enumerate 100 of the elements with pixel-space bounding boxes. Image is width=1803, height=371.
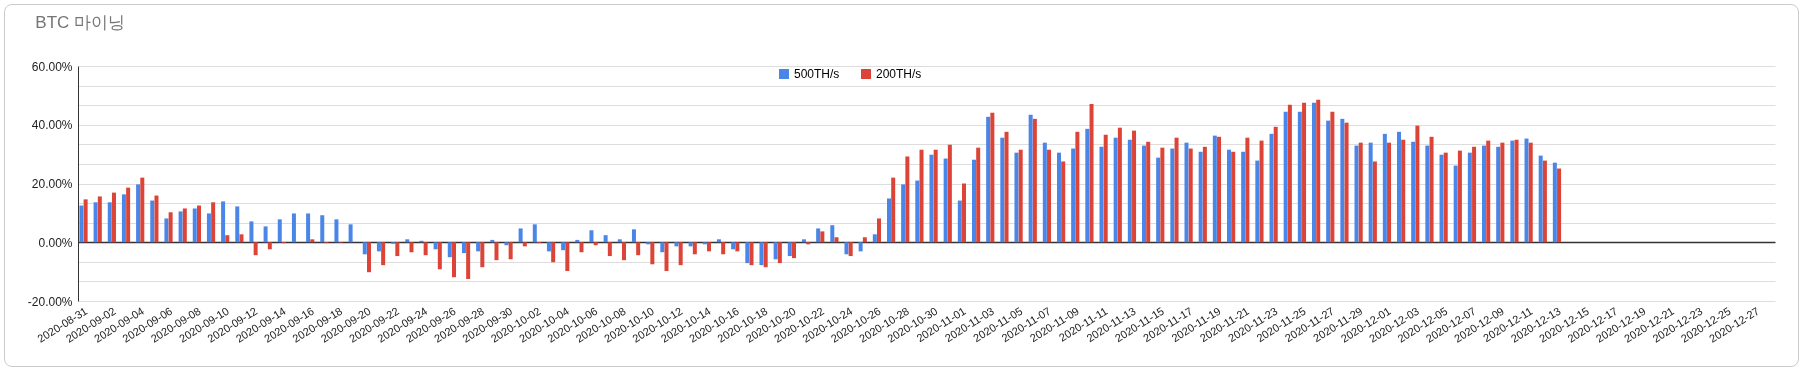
bar [735, 242, 740, 252]
bar [1156, 157, 1161, 243]
bar [773, 242, 778, 260]
bar [466, 242, 471, 279]
bar [1287, 104, 1292, 243]
bar [593, 242, 598, 246]
bar [1245, 137, 1250, 243]
bar [437, 242, 442, 270]
bar [1032, 118, 1037, 243]
bar [820, 231, 825, 243]
bar [636, 242, 641, 256]
bar [919, 149, 924, 243]
bar [777, 242, 782, 264]
bar [872, 234, 877, 243]
bar [1340, 118, 1345, 243]
bar [1330, 111, 1335, 243]
bar [650, 242, 655, 265]
bar [1018, 149, 1023, 243]
bar [834, 237, 839, 243]
bar [749, 242, 754, 266]
bar [731, 242, 736, 250]
chart-title: BTC 마이닝 [35, 13, 126, 32]
bar [1117, 127, 1122, 243]
bar [1061, 161, 1066, 243]
bar [1047, 149, 1052, 243]
bar [1316, 99, 1321, 243]
bar [759, 242, 764, 266]
bar [97, 196, 102, 243]
bar [1269, 133, 1274, 243]
bar [1132, 130, 1137, 243]
bar [1401, 139, 1406, 243]
bar [721, 242, 726, 255]
bar [905, 156, 910, 243]
bar [1326, 120, 1331, 243]
bar [182, 208, 187, 243]
bar [451, 242, 456, 278]
bar [310, 239, 315, 243]
bar [1028, 114, 1033, 243]
bar [806, 242, 811, 245]
legend-label: 200TH/s [876, 67, 922, 81]
y-tick-label: 60.00% [31, 59, 73, 74]
bar [381, 242, 386, 266]
bar [1212, 135, 1217, 243]
bar [320, 215, 325, 243]
bar [178, 211, 183, 243]
bar [1170, 148, 1175, 243]
bar [306, 213, 311, 243]
bar [1557, 168, 1562, 243]
bar [1443, 152, 1448, 243]
bar [362, 242, 367, 255]
bar [886, 198, 891, 243]
bar [716, 239, 721, 243]
bar [423, 242, 428, 256]
bar [792, 242, 797, 259]
y-tick-label: 0.00% [38, 235, 73, 250]
bar [522, 242, 527, 247]
bar [1457, 150, 1462, 243]
bar [1358, 142, 1363, 243]
bar [476, 242, 481, 252]
bar [93, 202, 98, 243]
bar [1202, 146, 1207, 243]
bar [1482, 145, 1487, 243]
bar [546, 242, 551, 252]
bar [674, 242, 679, 247]
bar [267, 242, 272, 250]
bar [1312, 102, 1316, 243]
bar [206, 213, 211, 243]
bar [664, 242, 669, 272]
bar [376, 242, 381, 252]
bar [249, 221, 254, 243]
bar [1387, 142, 1392, 243]
bar [607, 242, 612, 257]
bar [1524, 138, 1529, 243]
bar [1103, 134, 1108, 243]
y-tick-label: 20.00% [31, 177, 73, 191]
bar [1071, 148, 1076, 243]
bar [901, 184, 906, 243]
bar [745, 242, 750, 264]
bar [862, 237, 867, 243]
bar [986, 116, 991, 243]
bar [1486, 140, 1491, 243]
bar [409, 242, 414, 253]
bar [1500, 142, 1505, 243]
bar [915, 180, 920, 243]
bar [844, 242, 849, 255]
bar [1099, 146, 1104, 243]
bar [1528, 142, 1533, 243]
bar [1004, 131, 1009, 243]
bar [532, 224, 537, 243]
bar [508, 242, 513, 260]
bar [277, 219, 282, 243]
bar [291, 213, 296, 243]
bar [211, 202, 216, 243]
bar [126, 187, 131, 243]
bar [702, 242, 707, 245]
bar [366, 242, 371, 273]
bar [692, 242, 697, 255]
bar [1273, 126, 1278, 243]
bar [1042, 142, 1047, 243]
bar [1089, 103, 1094, 243]
